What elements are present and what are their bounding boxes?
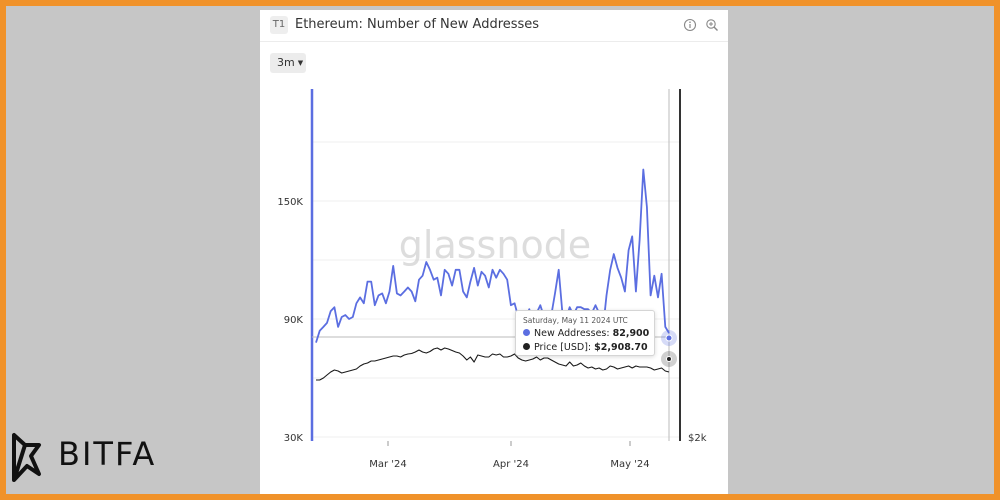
series-group xyxy=(315,168,670,381)
price-legend-dot xyxy=(523,343,530,350)
y-tick-label: 150K xyxy=(277,197,303,208)
card-header: T1 Ethereum: Number of New Addresses xyxy=(260,10,728,42)
range-label: 3m xyxy=(277,56,295,69)
bitfa-logo-icon xyxy=(12,433,41,482)
hover-tooltip: Saturday, May 11 2024 UTC New Addresses:… xyxy=(515,310,655,356)
logo-text: BITFA xyxy=(58,435,157,473)
y-tick-label: 90K xyxy=(284,315,304,326)
tooltip-label: New Addresses: xyxy=(534,328,610,339)
addresses-hover-dot xyxy=(665,334,673,342)
chart-card: T1 Ethereum: Number of New Addresses 3m ▼ xyxy=(260,10,728,495)
x-axis: Mar '24 Apr '24 May '24 xyxy=(369,441,650,470)
info-icon[interactable] xyxy=(683,18,697,32)
range-selector[interactable]: 3m ▼ xyxy=(270,53,306,73)
tooltip-value: $2,908.70 xyxy=(594,342,648,353)
series-line-new-addresses xyxy=(315,168,670,343)
y-tick-right: $2k xyxy=(688,433,707,444)
x-tick-label: Apr '24 xyxy=(493,459,529,470)
x-tick-label: Mar '24 xyxy=(369,459,407,470)
chevron-down-icon: ▼ xyxy=(297,59,304,67)
y-axis-left: 150K 90K 30K xyxy=(277,197,303,444)
tooltip-row-price: Price [USD]: $2,908.70 xyxy=(523,342,648,353)
chart-title: Ethereum: Number of New Addresses xyxy=(295,17,540,32)
zoom-icon[interactable] xyxy=(705,18,719,32)
x-tick-label: May '24 xyxy=(610,459,649,470)
tooltip-date: Saturday, May 11 2024 UTC xyxy=(523,316,628,325)
bitfa-logo: BITFA xyxy=(8,432,168,484)
tier-badge: T1 xyxy=(270,16,288,34)
addresses-legend-dot xyxy=(523,329,530,336)
tooltip-label: Price [USD]: xyxy=(534,342,592,353)
series-line-price xyxy=(316,347,670,381)
tooltip-row-addresses: New Addresses: 82,900 xyxy=(523,328,650,339)
price-hover-dot xyxy=(666,356,672,362)
y-tick-label: 30K xyxy=(284,433,304,444)
tooltip-value: 82,900 xyxy=(612,328,650,339)
watermark: glassnode xyxy=(399,223,591,267)
